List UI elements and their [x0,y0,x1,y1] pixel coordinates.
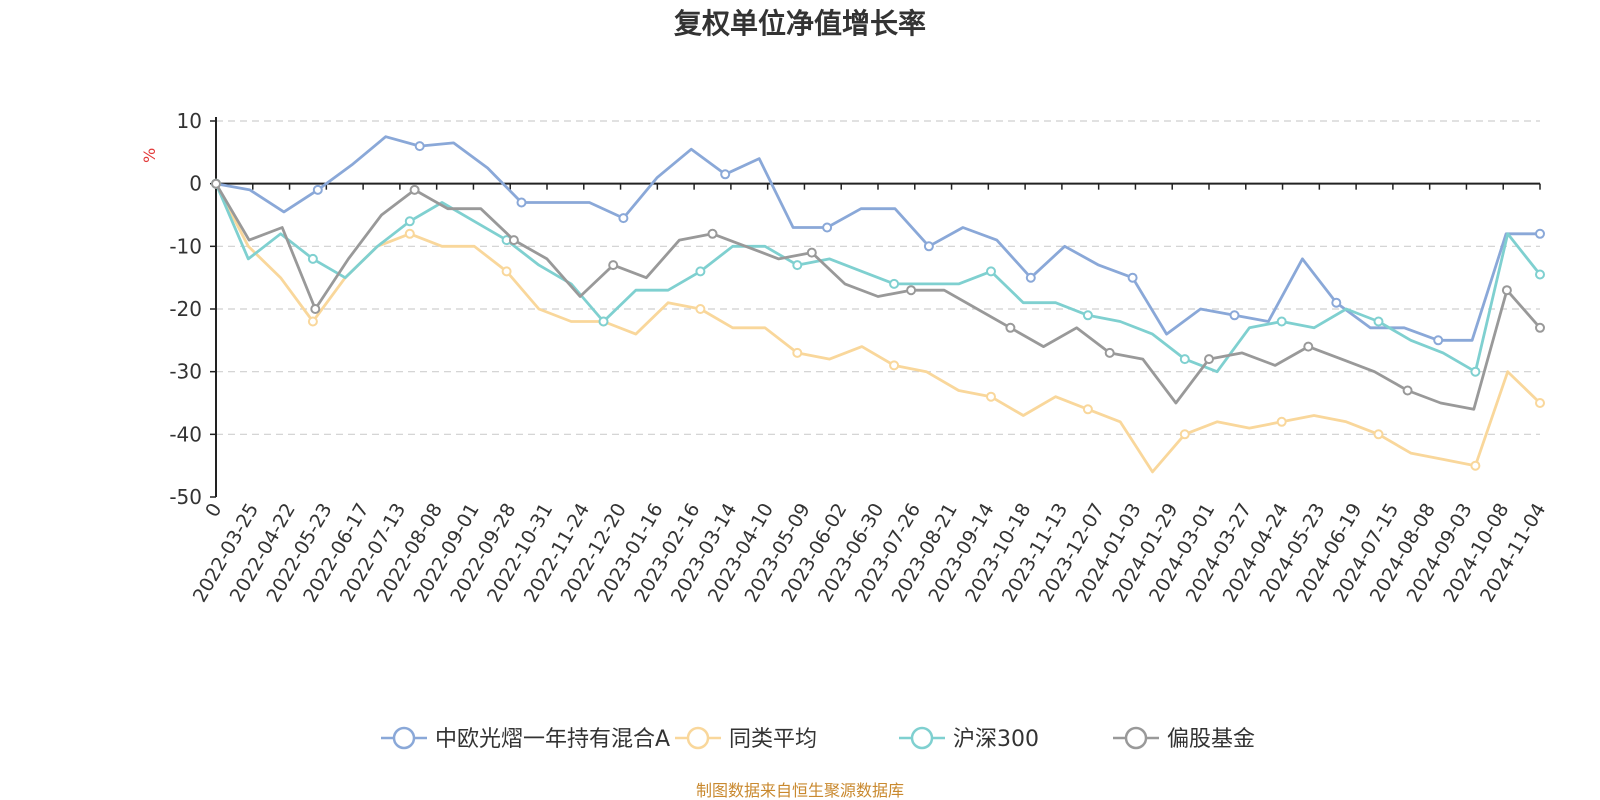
legend-item-0[interactable]: 中欧光熠一年持有混合A [381,726,670,752]
data-point [312,184,323,195]
data-point [307,253,318,264]
data-point [1229,310,1240,321]
data-point [1373,429,1384,440]
data-point [1535,398,1545,408]
source-note: 制图数据来自恒生聚源数据库 [696,781,904,800]
data-point [986,391,996,402]
data-point [1104,347,1115,358]
data-point [906,285,917,296]
data-point [1303,341,1314,352]
data-point [409,184,420,195]
y-tick-label: -40 [169,422,202,446]
legend-label: 中欧光熠一年持有混合A [435,727,670,752]
data-point [1005,322,1016,333]
y-tick-label: -50 [169,485,202,509]
data-point [1127,272,1138,283]
y-tick-label: 10 [177,109,202,133]
data-point [1535,322,1545,333]
data-point [695,304,706,314]
series-line [214,182,1542,411]
data-point [806,247,817,258]
data-point [1276,316,1287,327]
legend-item-2[interactable]: 沪深300 [899,726,1039,752]
data-point [1082,404,1093,415]
data-point [404,228,415,239]
y-tick-label: -30 [169,360,202,384]
data-point [1535,228,1545,239]
data-point [1501,285,1512,296]
legend-circle-icon [392,726,416,750]
legend-label: 同类平均 [729,727,817,752]
data-point [211,178,221,189]
data-point [1204,354,1214,365]
data-point [608,260,619,271]
data-point [986,266,996,277]
data-point [508,235,519,246]
legend-circle-icon [1124,726,1148,750]
x-tick-label: 0 [201,500,226,521]
series-3 [211,178,1545,411]
data-point [1179,354,1190,365]
y-tick-label: -20 [169,297,202,321]
series-lines [211,135,1545,474]
legend-circle-icon [686,726,710,750]
data-point [1433,335,1444,346]
legend-item-1[interactable]: 同类平均 [675,726,817,752]
data-point [1535,269,1545,280]
data-point [1082,310,1093,321]
y-tick-label: 0 [189,172,202,196]
legend[interactable]: 中欧光熠一年持有混合A 同类平均 沪深300 偏股基金 [381,726,1255,752]
data-point [516,197,527,208]
data-point [618,213,629,224]
legend-label: 沪深300 [953,727,1039,752]
legend-label: 偏股基金 [1167,727,1255,752]
series-line [214,183,1542,374]
data-point [1470,460,1481,471]
gridlines [216,120,1540,435]
data-point [889,278,900,289]
data-point [889,360,900,371]
data-point [1331,297,1342,308]
data-point [501,266,512,277]
data-point [707,228,718,239]
data-point [1025,272,1036,283]
data-point [307,316,318,327]
data-point [1470,366,1481,377]
data-point [1179,429,1190,440]
legend-circle-icon [910,726,934,750]
data-point [414,141,425,152]
axes: 100-10-20-30-40-5002022-03-252022-04-222… [169,109,1550,606]
series-0 [211,135,1545,346]
data-point [822,222,833,233]
chart-title: 复权单位净值增长率 [674,7,926,40]
data-point [923,241,934,252]
data-point [404,216,415,227]
data-point [792,260,803,271]
data-point [1276,416,1287,427]
series-line [214,183,1541,474]
data-point [792,347,803,358]
legend-item-3[interactable]: 偏股基金 [1113,726,1255,752]
data-point [1402,385,1413,396]
data-point [720,169,731,180]
y-tick-label: -10 [169,234,202,258]
series-line [215,135,1540,342]
data-point [598,316,609,327]
data-point [695,266,706,277]
data-point [310,304,321,314]
data-point [1373,316,1384,327]
y-axis-unit: % [140,148,159,163]
